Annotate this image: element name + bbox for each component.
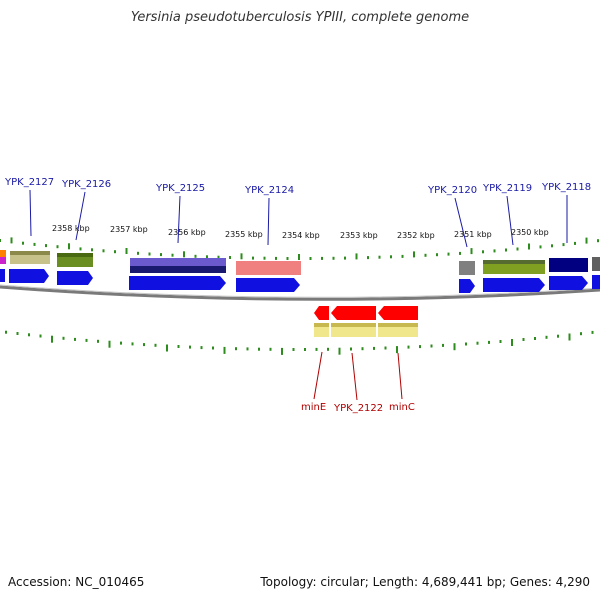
gene-leader-ypk-2124 — [267, 197, 270, 246]
cds-arrow-ypk-2128[interactable] — [0, 269, 5, 282]
feature-bar-ypk-2118[interactable] — [549, 258, 588, 272]
scale-label-2354: 2354 kbp — [282, 231, 320, 240]
gene-label-ypk-2119[interactable]: YPK_2119 — [482, 183, 532, 194]
gene-leader-ypk-2126 — [75, 191, 86, 241]
scale-label-2357: 2357 kbp — [110, 225, 148, 234]
gene-label-ypk-2120[interactable]: YPK_2120 — [427, 185, 477, 196]
feature-bar-ypk-2127-top — [10, 251, 50, 255]
feature-bar-ypk-2117[interactable] — [592, 257, 600, 271]
scale-ticks-inner — [5, 330, 594, 355]
feature-bar-minc-top — [378, 323, 418, 327]
cds-reverse-track — [314, 306, 418, 337]
scale-label-2355: 2355 kbp — [225, 230, 263, 239]
cds-arrow-ypk-2120[interactable] — [459, 279, 475, 293]
genome-backbone — [0, 285, 600, 301]
gene-label-ypk-2124[interactable]: YPK_2124 — [244, 185, 294, 196]
cds-arrow-ypk-2117[interactable] — [592, 275, 600, 289]
feature-bar-ypk-2126-top — [57, 253, 93, 257]
map-title: Yersinia pseudotuberculosis YPIII, compl… — [130, 10, 470, 25]
gene-leader-ypk-2122 — [351, 352, 358, 401]
genome-summary-label: Topology: circular; Length: 4,689,441 bp… — [260, 575, 590, 589]
cds-arrow-ypk-2118[interactable] — [549, 276, 588, 290]
feature-bar-ypk-2119-top — [483, 260, 545, 264]
feature-bar-ypk-2125[interactable] — [130, 258, 226, 266]
gene-leader-minc — [397, 352, 403, 400]
genome-backbone-highlight — [0, 284, 600, 298]
gene-leader-ypk-2120 — [454, 197, 468, 248]
gene-label-mine[interactable]: minE — [301, 402, 326, 413]
feature-bar-mine-top — [314, 323, 329, 327]
gene-leader-ypk-2125 — [177, 195, 181, 244]
feature-bars-outer — [0, 250, 600, 275]
cds-arrow-ypk-2119[interactable] — [483, 278, 545, 292]
gene-leader-ypk-2119 — [506, 195, 514, 246]
scale-label-2353: 2353 kbp — [340, 231, 378, 240]
gene-label-ypk-2118[interactable]: YPK_2118 — [541, 182, 591, 193]
cds-arrow-ypk-2125[interactable] — [129, 276, 226, 290]
gene-label-ypk-2127[interactable]: YPK_2127 — [4, 177, 54, 188]
cds-arrow-minc[interactable] — [378, 306, 418, 320]
cds-arrow-ypk-2126[interactable] — [57, 271, 93, 285]
gene-label-ypk-2125[interactable]: YPK_2125 — [155, 183, 205, 194]
scale-ticks-outer — [0, 237, 599, 260]
cds-arrow-ypk-2122[interactable] — [331, 306, 376, 320]
cds-forward-track — [0, 269, 600, 293]
scale-label-2350: 2350 kbp — [511, 228, 549, 237]
cds-arrow-mine[interactable] — [314, 306, 329, 320]
gene-label-ypk-2126[interactable]: YPK_2126 — [61, 179, 111, 190]
gene-leader-ypk-2127 — [29, 189, 32, 237]
feature-bar-ypk-2125-dark — [130, 266, 226, 273]
cds-arrow-ypk-2127[interactable] — [9, 269, 49, 283]
feature-bar-ypk-2120[interactable] — [459, 261, 475, 275]
accession-label: Accession: NC_010465 — [8, 575, 145, 589]
gene-label-ypk-2122[interactable]: YPK_2122 — [333, 403, 383, 414]
scale-label-2358: 2358 kbp — [52, 224, 90, 233]
scale-label-2351: 2351 kbp — [454, 230, 492, 239]
feature-bar-ypk-2124[interactable] — [236, 261, 301, 275]
gene-leader-mine — [313, 351, 323, 400]
cds-arrow-ypk-2124[interactable] — [236, 278, 300, 292]
scale-label-2356: 2356 kbp — [168, 228, 206, 237]
scale-label-2352: 2352 kbp — [397, 231, 435, 240]
feature-bar-ypk-2122-top — [331, 323, 376, 327]
gene-label-minc[interactable]: minC — [389, 402, 415, 413]
feature-bar-ypk-2128-b — [0, 257, 6, 264]
